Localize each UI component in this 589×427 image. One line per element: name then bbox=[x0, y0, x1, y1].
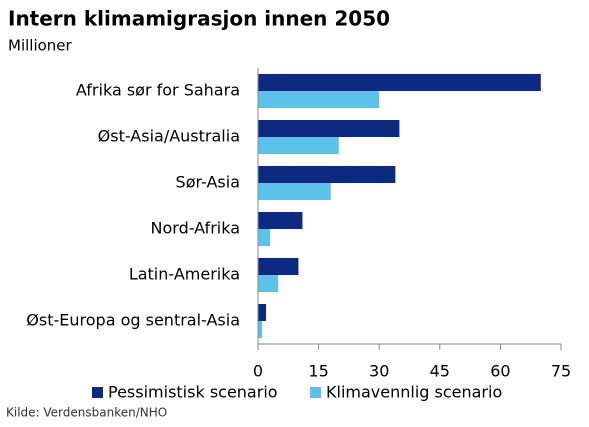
bar bbox=[258, 212, 303, 229]
x-tick-label: 60 bbox=[490, 362, 510, 381]
x-tick-label: 75 bbox=[551, 362, 571, 381]
chart-subtitle: Millioner bbox=[8, 37, 73, 55]
chart-title: Intern klimamigrasjon innen 2050 bbox=[8, 7, 390, 31]
legend-swatch bbox=[310, 387, 321, 398]
y-tick-label: Øst-Asia/Australia bbox=[98, 127, 240, 146]
bar bbox=[258, 120, 400, 137]
x-tick-label: 45 bbox=[430, 362, 450, 381]
bar bbox=[258, 74, 541, 91]
legend-swatch bbox=[92, 387, 103, 398]
y-tick-label: Øst-Europa og sentral-Asia bbox=[26, 311, 240, 330]
bar bbox=[258, 275, 279, 292]
x-tick-label: 30 bbox=[369, 362, 389, 381]
bar bbox=[258, 166, 396, 183]
bar bbox=[258, 91, 380, 108]
bar bbox=[258, 137, 339, 154]
legend-label: Pessimistisk scenario bbox=[108, 383, 278, 402]
legend-label: Klimavennlig scenario bbox=[326, 383, 502, 402]
x-tick-label: 0 bbox=[253, 362, 263, 381]
y-tick-label: Latin-Amerika bbox=[129, 265, 240, 284]
bar bbox=[258, 183, 331, 200]
y-tick-label: Nord-Afrika bbox=[151, 219, 240, 238]
source: Kilde: Verdensbanken/NHO bbox=[6, 406, 167, 420]
x-tick-label: 15 bbox=[308, 362, 328, 381]
bar bbox=[258, 229, 271, 246]
bar bbox=[258, 304, 267, 321]
bar bbox=[258, 321, 263, 338]
bar bbox=[258, 258, 299, 275]
y-tick-label: Afrika sør for Sahara bbox=[76, 81, 240, 100]
y-tick-label: Sør-Asia bbox=[176, 173, 240, 192]
